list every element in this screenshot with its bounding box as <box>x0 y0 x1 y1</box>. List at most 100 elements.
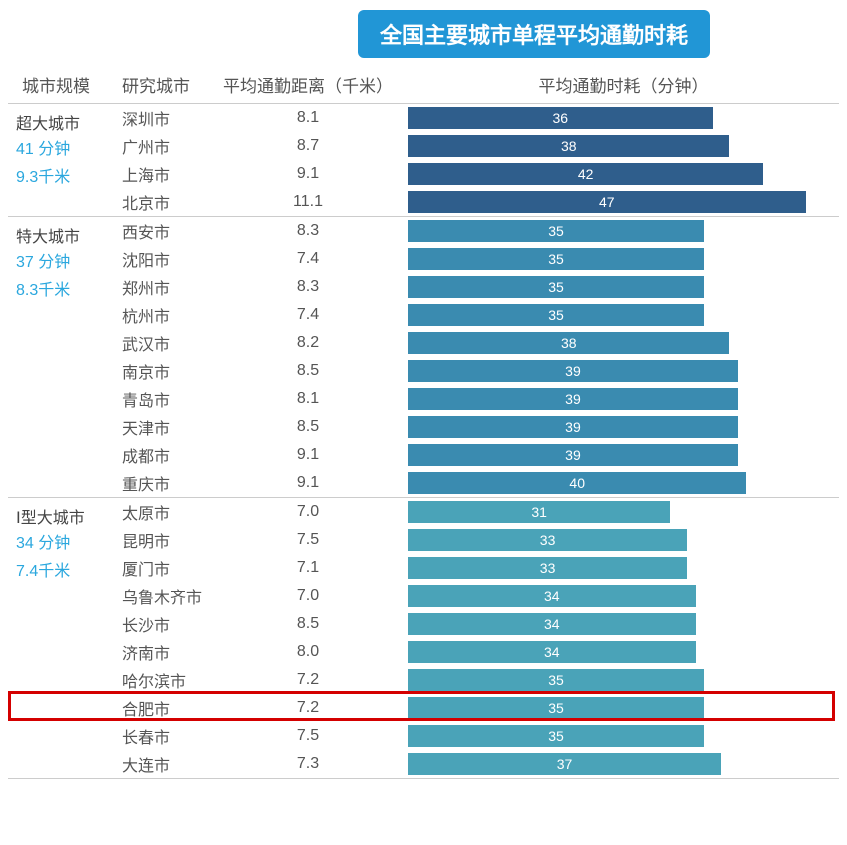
time-bar: 35 <box>408 697 704 719</box>
time-bar: 35 <box>408 304 704 326</box>
bar-cell: 35 <box>408 666 839 694</box>
time-bar: 36 <box>408 107 713 129</box>
city-name: 郑州市 <box>118 275 208 299</box>
bar-cell: 34 <box>408 638 839 666</box>
bar-cell: 39 <box>408 385 839 413</box>
table-header: 城市规模 研究城市 平均通勤距离（千米） 平均通勤时耗（分钟） <box>8 68 839 104</box>
distance-value: 8.0 <box>208 643 408 661</box>
city-name: 长春市 <box>118 724 208 748</box>
group-name: 超大城市 <box>16 110 118 134</box>
time-bar: 38 <box>408 332 729 354</box>
group-stat-time: 34 分钟 <box>16 532 118 556</box>
group-stat-time: 37 分钟 <box>16 251 118 275</box>
distance-value: 9.1 <box>208 165 408 183</box>
distance-value: 8.3 <box>208 222 408 240</box>
table-row: 昆明市7.533 <box>118 526 839 554</box>
city-name: 杭州市 <box>118 303 208 327</box>
distance-value: 8.5 <box>208 615 408 633</box>
city-name: 武汉市 <box>118 331 208 355</box>
table-row: 乌鲁木齐市7.034 <box>118 582 839 610</box>
bar-cell: 39 <box>408 413 839 441</box>
bar-cell: 35 <box>408 722 839 750</box>
time-bar: 39 <box>408 416 738 438</box>
time-bar: 35 <box>408 220 704 242</box>
city-name: 哈尔滨市 <box>118 668 208 692</box>
city-name: 成都市 <box>118 443 208 467</box>
distance-value: 11.1 <box>208 193 408 211</box>
time-bar: 35 <box>408 276 704 298</box>
group-stat-time: 41 分钟 <box>16 138 118 162</box>
header-time: 平均通勤时耗（分钟） <box>408 72 839 97</box>
header-scale: 城市规模 <box>8 72 118 97</box>
distance-value: 8.5 <box>208 418 408 436</box>
group-label: 特大城市37 分钟8.3千米 <box>8 217 118 497</box>
bar-cell: 38 <box>408 329 839 357</box>
bar-cell: 35 <box>408 301 839 329</box>
table-row: 深圳市8.136 <box>118 104 839 132</box>
city-name: 太原市 <box>118 500 208 524</box>
bar-cell: 35 <box>408 245 839 273</box>
time-bar: 35 <box>408 248 704 270</box>
city-name: 青岛市 <box>118 387 208 411</box>
bar-cell: 47 <box>408 188 839 216</box>
table-row: 济南市8.034 <box>118 638 839 666</box>
time-bar: 33 <box>408 529 687 551</box>
bar-cell: 34 <box>408 582 839 610</box>
bar-cell: 35 <box>408 273 839 301</box>
time-bar: 47 <box>408 191 806 213</box>
distance-value: 7.0 <box>208 587 408 605</box>
time-bar: 34 <box>408 613 696 635</box>
bar-cell: 42 <box>408 160 839 188</box>
city-name: 北京市 <box>118 190 208 214</box>
distance-value: 9.1 <box>208 446 408 464</box>
city-name: 合肥市 <box>118 696 208 720</box>
distance-value: 7.2 <box>208 699 408 717</box>
table-row: 长沙市8.534 <box>118 610 839 638</box>
time-bar: 40 <box>408 472 746 494</box>
table-row: 大连市7.337 <box>118 750 839 778</box>
group-stat-dist: 9.3千米 <box>16 166 118 190</box>
time-bar: 37 <box>408 753 721 775</box>
group-label: 超大城市 41 分钟 9.3千米 <box>8 104 118 216</box>
city-name: 大连市 <box>118 752 208 776</box>
city-name: 济南市 <box>118 640 208 664</box>
distance-value: 7.4 <box>208 306 408 324</box>
distance-value: 7.5 <box>208 727 408 745</box>
time-bar: 35 <box>408 669 704 691</box>
bar-cell: 40 <box>408 469 839 497</box>
groups-container: 超大城市41 分钟9.3千米深圳市8.136广州市8.738上海市9.142北京… <box>8 104 839 779</box>
header-distance: 平均通勤距离（千米） <box>208 72 408 97</box>
city-name: 南京市 <box>118 359 208 383</box>
time-bar: 38 <box>408 135 729 157</box>
table-row: 北京市11.147 <box>118 188 839 216</box>
distance-value: 7.2 <box>208 671 408 689</box>
bar-cell: 33 <box>408 526 839 554</box>
rows-container: 深圳市8.136广州市8.738上海市9.142北京市11.147 <box>118 104 839 216</box>
bar-cell: 37 <box>408 750 839 778</box>
table-row: 哈尔滨市7.235 <box>118 666 839 694</box>
table-row: 太原市7.031 <box>118 498 839 526</box>
group-stat-dist: 7.4千米 <box>16 560 118 584</box>
table-row: 厦门市7.133 <box>118 554 839 582</box>
group-stat-dist: 8.3千米 <box>16 279 118 303</box>
table-row: 武汉市8.238 <box>118 329 839 357</box>
city-name: 重庆市 <box>118 471 208 495</box>
distance-value: 8.7 <box>208 137 408 155</box>
bar-cell: 39 <box>408 357 839 385</box>
header-city: 研究城市 <box>118 72 208 97</box>
distance-value: 8.1 <box>208 390 408 408</box>
distance-value: 9.1 <box>208 474 408 492</box>
time-bar: 39 <box>408 360 738 382</box>
table-row: 重庆市9.140 <box>118 469 839 497</box>
bar-cell: 39 <box>408 441 839 469</box>
bar-cell: 38 <box>408 132 839 160</box>
table-row: 长春市7.535 <box>118 722 839 750</box>
time-bar: 39 <box>408 444 738 466</box>
distance-value: 7.1 <box>208 559 408 577</box>
chart-title: 全国主要城市单程平均通勤时耗 <box>358 10 710 58</box>
city-group: Ⅰ型大城市34 分钟7.4千米太原市7.031昆明市7.533厦门市7.133乌… <box>8 498 839 779</box>
distance-value: 7.5 <box>208 531 408 549</box>
time-bar: 33 <box>408 557 687 579</box>
chart-container: 全国主要城市单程平均通勤时耗 城市规模 研究城市 平均通勤距离（千米） 平均通勤… <box>8 10 839 779</box>
city-name: 上海市 <box>118 162 208 186</box>
